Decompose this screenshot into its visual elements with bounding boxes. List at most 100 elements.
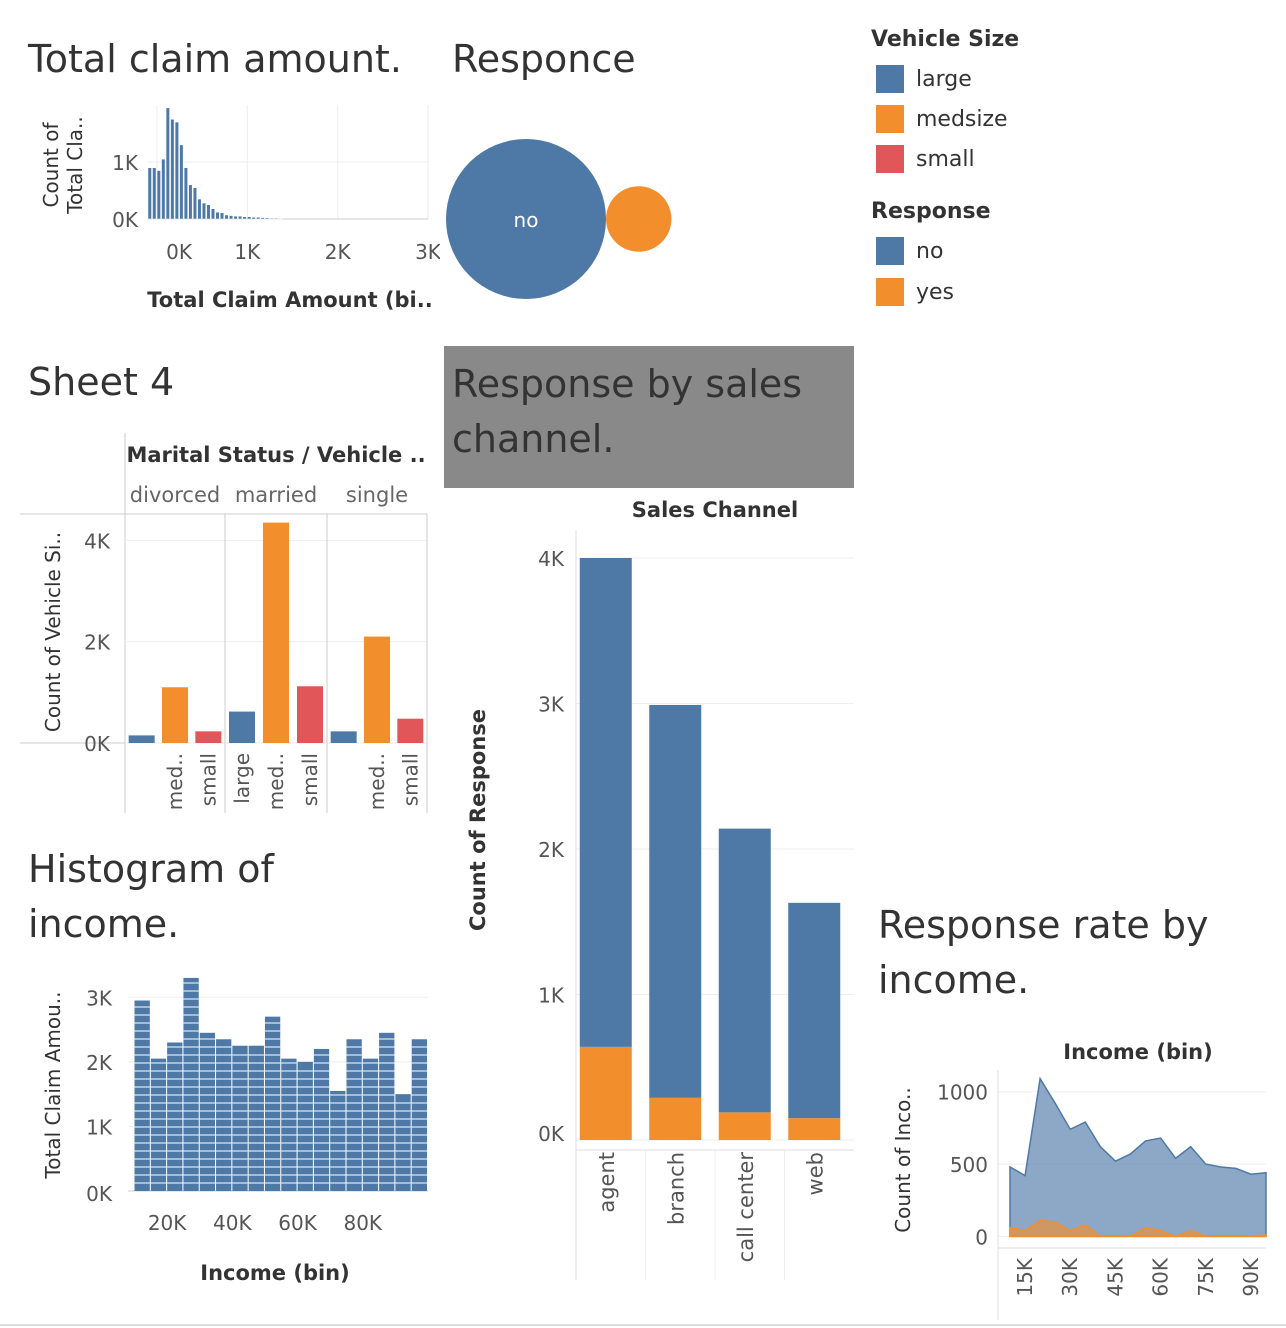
- hist-bar: [183, 167, 188, 220]
- hist-bar: [411, 1039, 427, 1191]
- legend-item-yes[interactable]: yes: [876, 278, 954, 306]
- legend-item-large[interactable]: large: [876, 65, 972, 93]
- legend-swatch-no: [876, 237, 904, 265]
- x-axis-title: Total Claim Amount (bi..: [147, 288, 432, 312]
- income-histogram-title: Histogram of income.: [28, 847, 274, 946]
- y-tick-label: 0K: [112, 208, 139, 232]
- legend-swatch-medsize: [876, 105, 904, 133]
- hist-bar: [248, 1045, 264, 1191]
- legend-swatch-large: [876, 65, 904, 93]
- bar-single-small: [397, 718, 424, 743]
- hist-bar: [216, 1039, 232, 1191]
- hist-bar: [297, 1061, 313, 1191]
- area-no: [1009, 1076, 1267, 1238]
- column-header: Income (bin): [1063, 1040, 1212, 1064]
- x-tick-label: 20K: [148, 1211, 187, 1235]
- hist-bar: [269, 217, 274, 220]
- hist-bar: [362, 1058, 379, 1191]
- bar-label-small: small: [196, 753, 220, 806]
- x-tick-label: 3K: [415, 240, 440, 264]
- legend-item-medsize[interactable]: medsize: [876, 105, 1008, 133]
- bar-no-branch: [649, 704, 702, 1098]
- x-tick-label: 40K: [213, 1211, 252, 1235]
- hist-bar: [215, 211, 220, 220]
- income-histogram-chart: 0K 1K 2K 3K 20K 40K 60K 80K Income (bin) Total Cl…: [41, 977, 428, 1285]
- x-tick-label: 80K: [343, 1211, 382, 1235]
- hist-bar: [161, 158, 166, 220]
- area-yes: [1009, 1219, 1267, 1238]
- group-label-single: single: [346, 483, 408, 507]
- x-tick-label: 0K: [166, 240, 193, 264]
- bar-married-large: [229, 711, 255, 743]
- bar-yes-call center: [718, 1112, 771, 1140]
- x-tick-label: 15K: [1013, 1257, 1037, 1296]
- bar-married-small: [297, 686, 323, 743]
- category-label-agent: agent: [595, 1152, 619, 1213]
- x-tick-label: 45K: [1103, 1257, 1127, 1296]
- bar-label-medsize: med..: [264, 753, 288, 810]
- bubble-yes: [606, 186, 672, 252]
- category-label-web: web: [803, 1152, 827, 1195]
- bar-no-web: [788, 902, 841, 1119]
- x-tick-label: 1K: [234, 240, 261, 264]
- hist-bar: [229, 215, 234, 220]
- hist-bar: [256, 217, 261, 220]
- hist-bar: [192, 187, 197, 220]
- bar-label-small: small: [298, 753, 322, 806]
- hist-bar: [346, 1039, 362, 1191]
- bar-no-call center: [718, 828, 771, 1113]
- bar-yes-web: [788, 1118, 841, 1140]
- category-label-branch: branch: [664, 1152, 688, 1225]
- bubble-no-label: no: [514, 208, 539, 232]
- y-tick-label: 0K: [84, 732, 111, 756]
- bar-divorced-medsize: [162, 687, 188, 743]
- bottom-divider: [0, 1324, 1286, 1326]
- hist-bar: [260, 217, 265, 220]
- rate-by-income-area-chart: Income (bin) 0 500 1000 15K 30K 45K 60K 75K 90K Co…: [891, 1040, 1267, 1320]
- sales-channel-bar-chart: Sales Channel 0K 1K 2K 3K 4K Count of Response…: [466, 498, 854, 1280]
- legend-swatch-yes: [876, 278, 904, 306]
- legend-label-yes: yes: [916, 279, 955, 305]
- x-tick-label: 60K: [1149, 1257, 1173, 1296]
- y-tick-label: 1000: [937, 1081, 988, 1105]
- y-axis-title: Count of Inco..: [891, 1087, 915, 1233]
- x-tick-label: 90K: [1239, 1257, 1263, 1296]
- sheet4-title: Sheet 4: [28, 360, 175, 404]
- hist-bar: [247, 216, 252, 220]
- rate-by-income-title: Response rate by income.: [878, 903, 1209, 1002]
- hist-bar: [188, 184, 193, 220]
- hist-bar: [206, 204, 211, 220]
- y-axis-title: Count of Response: [466, 709, 490, 931]
- hist-bar: [179, 144, 184, 220]
- hist-bar: [170, 119, 175, 220]
- hist-bar: [167, 1042, 183, 1191]
- hist-bar: [201, 202, 206, 220]
- hist-bar: [134, 1000, 150, 1191]
- legend-item-small[interactable]: small: [876, 145, 975, 173]
- y-tick-label: 1K: [538, 984, 565, 1008]
- hist-bar: [238, 215, 243, 220]
- y-tick-label: 1K: [112, 151, 139, 175]
- hist-bar: [197, 198, 202, 220]
- bar-no-agent: [579, 558, 632, 1047]
- y-tick-label: 2K: [86, 1051, 113, 1075]
- legend-item-no[interactable]: no: [876, 237, 943, 265]
- sheet4-bar-chart: Marital Status / Vehicle .. 0K 2K 4K Count o…: [20, 433, 428, 813]
- response-legend-title: Response: [871, 199, 991, 224]
- hist-bar: [278, 218, 283, 220]
- hist-bar: [220, 212, 225, 220]
- bar-yes-agent: [579, 1046, 632, 1140]
- sales-channel-title-highlight: [444, 346, 854, 488]
- bar-label-small: small: [398, 753, 422, 806]
- x-tick-label: 75K: [1194, 1257, 1218, 1296]
- hist-bar: [165, 107, 170, 220]
- y-axis-title-line2: Total Cla..: [63, 116, 87, 215]
- hist-bar: [232, 1045, 248, 1191]
- total-claim-title: Total claim amount.: [28, 37, 402, 81]
- total-claim-histogram: 0K 1K 2K 3K 0K 1K Total Claim Amount (bi.. Coun…: [39, 105, 440, 312]
- y-axis-title: Count of Vehicle Si..: [41, 532, 65, 732]
- y-tick-label: 4K: [538, 547, 565, 571]
- x-tick-label: 60K: [278, 1211, 317, 1235]
- bar-divorced-large: [128, 735, 155, 743]
- y-axis-title: Count ofTotal Cla..: [39, 116, 87, 215]
